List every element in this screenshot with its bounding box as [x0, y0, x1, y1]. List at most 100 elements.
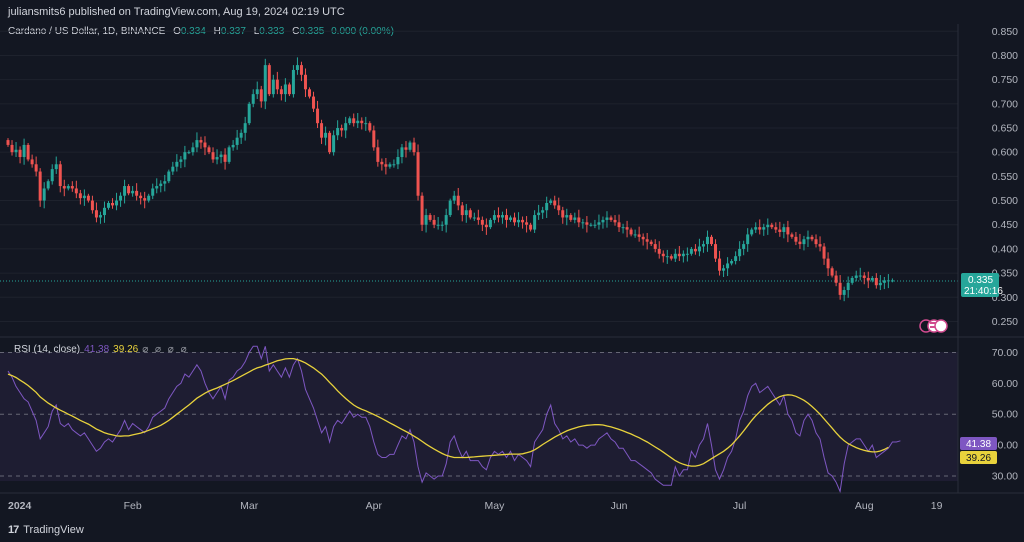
candle-body	[30, 159, 34, 165]
candle-body	[529, 224, 533, 230]
candle-body	[98, 215, 102, 218]
time-axis[interactable]: 2024 Feb Mar Apr May Jun Jul Aug 19	[8, 500, 943, 512]
rsi-pane[interactable]: 70.00 60.00 50.00 40.00 30.00 41.38 39.26	[0, 345, 1018, 494]
candle-body	[850, 277, 854, 283]
candle-body	[54, 164, 58, 170]
price-tick-label: 0.400	[992, 243, 1018, 255]
candle-body	[673, 253, 677, 259]
candle-body	[74, 188, 78, 194]
rsi-tick-label: 50.00	[992, 409, 1018, 421]
candle-body	[714, 244, 718, 259]
candle-body	[432, 219, 436, 225]
rsi-settings-icons[interactable]: ⌀ ⌀ ⌀ ⌀	[142, 344, 189, 355]
candle-body	[247, 103, 251, 124]
tradingview-logo-icon: 17	[8, 524, 19, 536]
candle-body	[404, 147, 408, 150]
candle-body	[14, 149, 18, 153]
candle-body	[878, 282, 882, 286]
candle-body	[605, 217, 609, 220]
candle-body	[223, 154, 227, 162]
candle-body	[464, 210, 468, 216]
candle-body	[882, 280, 886, 283]
candle-body	[585, 222, 589, 225]
candle-body	[392, 164, 396, 166]
candle-body	[581, 222, 585, 224]
candle-body	[440, 224, 444, 226]
time-tick-label: Aug	[855, 500, 874, 512]
candle-body	[726, 263, 730, 269]
candle-body	[452, 195, 456, 201]
rsi-axis[interactable]: 70.00 60.00 50.00 40.00 30.00	[992, 347, 1018, 483]
candle-body	[299, 65, 303, 75]
candle-body	[565, 215, 569, 218]
candle-body	[685, 253, 689, 255]
candle-body	[356, 120, 360, 124]
candle-body	[625, 227, 629, 230]
candle-body	[504, 215, 508, 220]
candle-body	[790, 234, 794, 237]
candle-body	[858, 275, 862, 277]
candle-body	[360, 120, 364, 124]
candle-body	[553, 200, 557, 206]
candle-body	[549, 200, 553, 203]
candle-body	[131, 190, 135, 194]
price-tag-countdown: 21:40:16	[964, 286, 1003, 297]
candle-body	[609, 217, 613, 220]
candle-body	[573, 217, 577, 220]
candle-body	[82, 195, 86, 199]
rsi-ma-tag-bg	[960, 451, 997, 464]
candle-body	[802, 239, 806, 245]
candle-body	[295, 65, 299, 70]
candle-body	[480, 219, 484, 225]
candle-body	[324, 132, 328, 138]
us-flag-icon[interactable]	[934, 319, 948, 333]
candle-body	[492, 215, 496, 220]
candle-body	[388, 164, 392, 167]
candle-body	[259, 89, 263, 102]
candle-body	[86, 195, 90, 201]
rsi-ma-tag-value: 39.26	[966, 453, 991, 464]
candle-body	[384, 164, 388, 167]
candle-body	[774, 227, 778, 230]
candle-body	[710, 236, 713, 245]
rsi-legend-value: 41.38	[84, 344, 110, 355]
event-flags[interactable]	[919, 319, 948, 333]
candle-body	[207, 147, 211, 153]
candle-body	[476, 217, 480, 220]
candle-body	[472, 217, 476, 219]
candle-body	[400, 147, 404, 158]
candle-body	[424, 215, 428, 225]
candle-body	[251, 94, 255, 104]
candle-body	[94, 210, 98, 218]
price-pane[interactable]: 0.850 0.800 0.750 0.700 0.650 0.600 0.550 0.500…	[0, 26, 1018, 333]
candle-body	[336, 128, 340, 136]
candle-body	[617, 222, 621, 228]
candle-body	[127, 186, 131, 194]
candle-body	[227, 147, 231, 162]
candle-body	[70, 186, 74, 189]
candle-body	[139, 195, 143, 199]
candle-body	[448, 200, 452, 216]
price-tick-label: 0.550	[992, 171, 1018, 183]
candle-body	[484, 224, 488, 228]
candle-body	[312, 96, 316, 109]
candle-body	[111, 202, 115, 206]
candle-body	[533, 215, 537, 230]
candle-body	[846, 282, 850, 291]
candle-body	[66, 186, 70, 189]
candle-body	[766, 224, 770, 228]
candle-body	[78, 193, 82, 199]
candle-body	[629, 229, 633, 235]
rsi-title[interactable]: RSI (14, close)	[14, 344, 81, 355]
candle-body	[107, 202, 110, 208]
candle-body	[420, 195, 424, 225]
rsi-legend[interactable]: RSI (14, close) 41.38 39.26 ⌀ ⌀ ⌀ ⌀	[14, 344, 189, 355]
rsi-tag-bg	[960, 437, 997, 450]
candle-body	[279, 89, 283, 95]
candle-body	[886, 280, 890, 282]
candle-body	[38, 171, 42, 201]
price-axis[interactable]: 0.850 0.800 0.750 0.700 0.650 0.600 0.550 0.500…	[992, 26, 1018, 328]
candle-body	[866, 277, 870, 281]
candle-body	[653, 244, 657, 249]
